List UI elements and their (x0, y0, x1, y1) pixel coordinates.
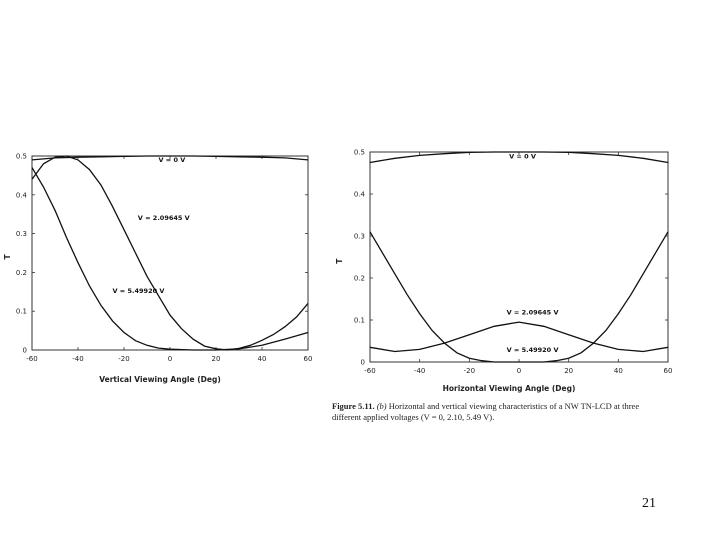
y-tick-label: 0.2 (354, 275, 365, 283)
series-annotation-1: V = 0 V (159, 156, 186, 164)
chart-panel-1: -60 -40 -20 0 20 40 60 0 0.1 0.2 0.3 0.4 0.5 Vertical… (3, 153, 312, 385)
x-tick-label: 60 (304, 355, 313, 363)
series-annotation-3: V = 5.49920 V (507, 346, 559, 354)
caption-part-label: (b) (376, 401, 387, 411)
y-tick-label: 0.2 (16, 269, 27, 277)
y-tick-label: 0.1 (16, 308, 27, 316)
chart-panel-2: -60 -40 -20 0 20 40 60 0 0.1 0.2 0.3 0.4 0.5 Horizont… (335, 149, 672, 394)
x-tick-label: 20 (564, 367, 573, 375)
series-line-1 (31, 155, 309, 161)
y-tick-label: 0.5 (16, 153, 27, 161)
series-line-2 (369, 321, 669, 353)
caption-text: Horizontal and vertical viewing characte… (332, 401, 640, 422)
y-axis-label: T (335, 258, 344, 264)
series-annotation-3: V = 5.49920 V (113, 287, 165, 295)
y-tick-label: 0.4 (354, 191, 366, 199)
series-annotation-1: V = 0 V (509, 152, 536, 160)
series-line-3 (31, 167, 309, 351)
page-number: 21 (642, 496, 656, 511)
x-tick-label: 40 (258, 355, 267, 363)
x-tick-label: 0 (517, 367, 521, 375)
y-tick-label: 0 (23, 347, 27, 355)
y-axis-label: T (3, 253, 12, 259)
x-tick-label: 60 (664, 367, 673, 375)
y-tick-label: 0.1 (354, 317, 365, 325)
x-tick-label: -40 (72, 355, 83, 363)
y-tick-label: 0.5 (354, 149, 365, 157)
x-tick-label: 0 (168, 355, 172, 363)
series-line-2 (31, 155, 309, 351)
series-line-3 (369, 231, 669, 363)
y-tick-label: 0.3 (354, 233, 365, 241)
x-tick-label: -20 (118, 355, 129, 363)
x-axis-label: Horizontal Viewing Angle (Deg) (443, 384, 576, 393)
x-tick-label: -60 (364, 367, 375, 375)
caption-figure-label: Figure 5.11. (332, 401, 375, 411)
series-annotation-2: V = 2.09645 V (507, 309, 559, 317)
y-tick-label: 0.3 (16, 230, 27, 238)
series-annotation-2: V = 2.09645 V (138, 214, 190, 222)
plot-frame (369, 151, 669, 363)
y-tick-label: 0 (361, 359, 365, 367)
x-tick-label: -20 (464, 367, 475, 375)
x-axis-label: Vertical Viewing Angle (Deg) (99, 375, 221, 384)
x-tick-label: -60 (26, 355, 37, 363)
y-tick-label: 0.4 (16, 191, 28, 199)
figure-caption: Figure 5.11. (b) Horizontal and vertical… (332, 401, 662, 423)
x-tick-label: -40 (414, 367, 425, 375)
series-line-1 (369, 151, 669, 164)
x-tick-label: 40 (614, 367, 623, 375)
x-tick-label: 20 (212, 355, 221, 363)
